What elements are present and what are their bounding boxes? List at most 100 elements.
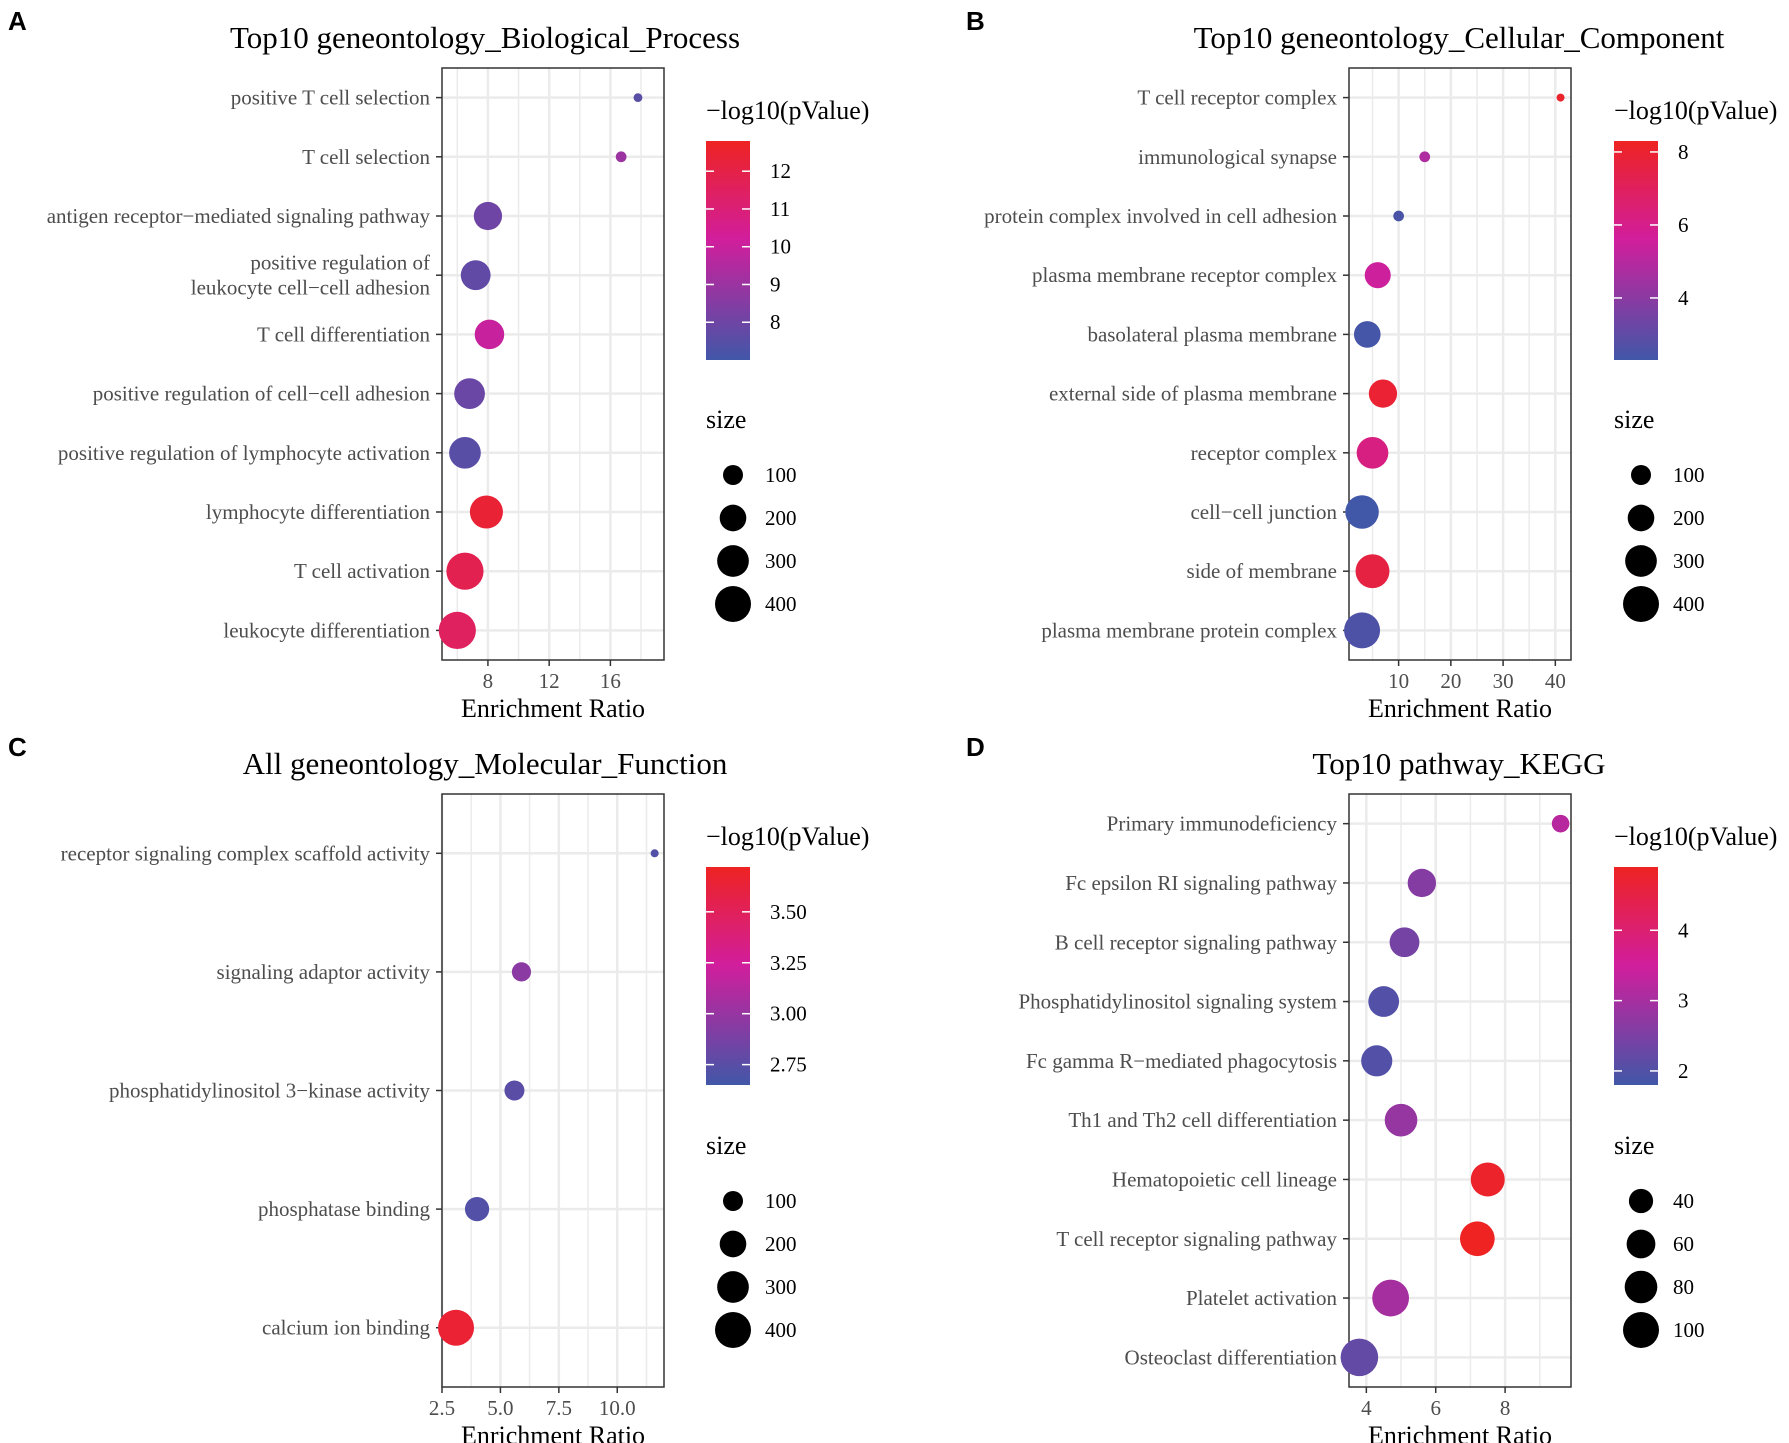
y-tick-label: lymphocyte differentiation: [206, 500, 431, 524]
size-legend-dot: [719, 1230, 747, 1258]
y-tick-label: plasma membrane receptor complex: [1032, 263, 1337, 287]
data-point: [1551, 814, 1570, 833]
plot-border: [1348, 793, 1572, 1388]
data-point: [1368, 986, 1400, 1017]
y-tick-label-line: T cell receptor signaling pathway: [1056, 1227, 1337, 1251]
colorbar: [1614, 141, 1658, 360]
y-tick-label-line: positive T cell selection: [231, 86, 431, 110]
y-tick-label: Hematopoietic cell lineage: [1112, 1167, 1337, 1191]
x-tick-label: 16: [600, 669, 621, 693]
size-legend-label: 400: [765, 1318, 797, 1342]
y-tick-label-line: Platelet activation: [1186, 1286, 1338, 1310]
y-tick-label: calcium ion binding: [262, 1316, 430, 1340]
chart-title: Top10 geneontology_Cellular_Component: [1194, 20, 1725, 55]
colorbar-tick-label: 3.00: [770, 1002, 807, 1026]
y-tick-label: receptor complex: [1191, 441, 1338, 465]
size-legend-dot: [1623, 1312, 1659, 1348]
colorbar-tick-label: 3.50: [770, 900, 807, 924]
colorbar-tick-label: 12: [770, 159, 791, 183]
y-tick-label-line: external side of plasma membrane: [1049, 382, 1337, 406]
size-legend-dot: [723, 465, 743, 485]
data-point: [454, 378, 485, 409]
y-tick-label-line: Fc gamma R−mediated phagocytosis: [1026, 1049, 1337, 1073]
y-tick-label: Primary immunodeficiency: [1107, 812, 1338, 836]
x-tick-label: 10.0: [599, 1396, 636, 1420]
colorbar-tick-label: 6: [1678, 213, 1689, 237]
size-legend-title: size: [1614, 405, 1654, 434]
data-point: [1407, 868, 1437, 898]
y-tick-label: T cell receptor complex: [1137, 86, 1337, 110]
data-point: [1459, 1221, 1495, 1257]
y-tick-label-line: Primary immunodeficiency: [1107, 812, 1338, 836]
y-tick-label-line: plasma membrane protein complex: [1041, 618, 1337, 642]
data-point: [438, 1309, 475, 1346]
y-tick-label: signaling adaptor activity: [217, 960, 431, 984]
y-tick-label: protein complex involved in cell adhesio…: [984, 204, 1337, 228]
size-legend-dot: [1624, 1270, 1658, 1304]
size-legend-dot: [1627, 504, 1655, 532]
x-tick-label: 12: [539, 669, 560, 693]
y-tick-label: Fc gamma R−mediated phagocytosis: [1026, 1049, 1337, 1073]
y-tick-label: T cell selection: [302, 145, 430, 169]
y-tick-label-line: phosphatase binding: [258, 1197, 431, 1221]
colorbar-tick-label: 4: [1678, 918, 1689, 942]
colorbar-tick-label: 8: [770, 310, 781, 334]
x-tick-label: 2.5: [429, 1396, 455, 1420]
y-tick-label: cell−cell junction: [1190, 500, 1337, 524]
chart-title: Top10 pathway_KEGG: [1312, 746, 1605, 781]
size-legend-label: 200: [765, 506, 797, 530]
y-tick-label-line: Hematopoietic cell lineage: [1112, 1167, 1337, 1191]
y-tick-label-line: Osteoclast differentiation: [1125, 1345, 1338, 1369]
data-point: [446, 552, 484, 590]
colorbar-tick-label: 10: [770, 235, 791, 259]
size-legend-label: 200: [1673, 506, 1705, 530]
colorbar: [706, 867, 750, 1085]
data-point: [633, 93, 643, 102]
size-legend-title: size: [706, 1131, 746, 1160]
y-tick-label: Phosphatidylinositol signaling system: [1018, 990, 1337, 1014]
y-tick-label-line: side of membrane: [1187, 559, 1337, 583]
x-tick-label: 4: [1361, 1396, 1372, 1420]
size-legend-label: 100: [765, 1189, 797, 1213]
colorbar-tick-label: 11: [770, 197, 790, 221]
data-point: [615, 151, 627, 163]
y-tick-label-line: phosphatidylinositol 3−kinase activity: [109, 1079, 430, 1103]
size-legend-label: 100: [1673, 1318, 1705, 1342]
data-point: [1384, 1103, 1418, 1137]
panel-b: B Top10 geneontology_Cellular_Component T …: [966, 6, 1777, 723]
size-legend-label: 400: [765, 592, 797, 616]
y-tick-label-line: receptor signaling complex scaffold acti…: [61, 841, 431, 865]
y-tick-label-line: signaling adaptor activity: [217, 960, 431, 984]
y-tick-label: side of membrane: [1187, 559, 1337, 583]
colorbar-tick-label: 9: [770, 272, 781, 296]
panel-label: D: [966, 732, 985, 762]
y-tick-label-line: leukocyte cell−cell adhesion: [191, 276, 431, 300]
size-legend-label: 300: [765, 1275, 797, 1299]
y-tick-label-line: B cell receptor signaling pathway: [1055, 930, 1338, 954]
y-tick-label: T cell differentiation: [257, 322, 430, 346]
data-point: [1356, 436, 1389, 469]
panel-a: A Top10 geneontology_Biological_Processpo…: [8, 6, 869, 723]
y-tick-label: T cell activation: [294, 559, 431, 583]
y-tick-label-line: antigen receptor−mediated signaling path…: [47, 204, 431, 228]
y-tick-label-line: Th1 and Th2 cell differentiation: [1068, 1108, 1337, 1132]
data-point: [1470, 1162, 1505, 1197]
data-point: [1419, 151, 1431, 163]
x-tick-label: 6: [1430, 1396, 1441, 1420]
data-point: [1353, 321, 1381, 348]
data-point: [1361, 1045, 1393, 1077]
data-point: [449, 436, 481, 469]
y-tick-label-line: protein complex involved in cell adhesio…: [984, 204, 1337, 228]
y-tick-label: external side of plasma membrane: [1049, 382, 1337, 406]
y-tick-label: antigen receptor−mediated signaling path…: [47, 204, 431, 228]
y-tick-label-line: T cell activation: [294, 559, 431, 583]
y-tick-label-line: positive regulation of lymphocyte activa…: [58, 441, 431, 465]
y-tick-label-line: T cell selection: [302, 145, 430, 169]
y-tick-label: T cell receptor signaling pathway: [1056, 1227, 1337, 1251]
y-tick-label-line: immunological synapse: [1138, 145, 1337, 169]
data-point: [1556, 93, 1565, 102]
plot-border: [1348, 67, 1572, 661]
x-tick-label: 10: [1388, 669, 1409, 693]
y-tick-label-line: lymphocyte differentiation: [206, 500, 431, 524]
y-tick-label: phosphatidylinositol 3−kinase activity: [109, 1079, 430, 1103]
